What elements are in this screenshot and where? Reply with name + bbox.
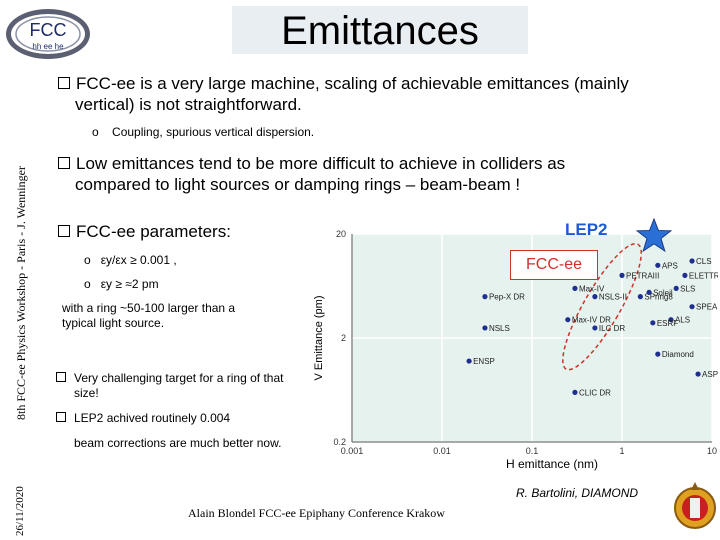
data-point-label: SPEAR3	[696, 303, 718, 312]
data-point-label: Max-IV DR	[572, 316, 611, 325]
data-point	[655, 262, 661, 268]
y-tick-label: 20	[336, 229, 346, 239]
beam-note: beam corrections are much better now.	[74, 436, 282, 450]
data-point	[565, 317, 571, 323]
bullet-2: Low emittances tend to be more difficult…	[58, 153, 565, 195]
bullet-3: FCC-ee parameters:	[58, 221, 231, 242]
bullet-1-line1: FCC-ee is a very large machine, scaling …	[76, 74, 629, 93]
data-point-label: CLS	[696, 257, 712, 266]
data-point-label: ALS	[675, 316, 690, 325]
data-point	[572, 389, 578, 395]
data-point	[695, 371, 701, 377]
data-point-label: Soleil	[653, 288, 673, 297]
data-point	[655, 351, 661, 357]
data-point	[572, 285, 578, 291]
x-tick-label: 0.001	[341, 446, 364, 456]
data-point-label: CLIC DR	[579, 388, 611, 397]
data-point	[466, 358, 472, 364]
data-point	[650, 320, 656, 326]
sub-bullet-coupling: o Coupling, spurious vertical dispersion…	[92, 125, 315, 139]
title-background	[232, 6, 528, 54]
data-point-label: APS	[662, 261, 678, 270]
x-axis-label: H emittance (nm)	[506, 457, 598, 471]
data-point	[673, 285, 679, 291]
data-point	[592, 325, 598, 331]
y-axis-label: V Emittance (pm)	[313, 296, 325, 381]
data-point-label: Diamond	[662, 350, 694, 359]
data-point	[482, 294, 488, 300]
footer-text: Alain Blondel FCC-ee Epiphany Conference…	[188, 506, 445, 520]
sub-bullet-ratio: o εy/εx ≥ 0.001 ,	[84, 253, 177, 267]
data-point-label: NSLS-II	[599, 293, 627, 302]
lep2-star-icon	[636, 218, 672, 252]
logo-text: FCC	[30, 20, 67, 40]
challenge-note: Very challenging target for a ring of th…	[56, 371, 283, 401]
checkbox-bullet-icon	[56, 372, 66, 382]
fccee-label: FCC-ee	[510, 250, 598, 280]
bullet-3-line1: FCC-ee parameters:	[76, 222, 231, 241]
data-point	[619, 272, 625, 278]
data-point-label: ILC DR	[599, 324, 625, 333]
fccee-ellipse	[562, 242, 643, 371]
data-point-label: SLS	[680, 284, 695, 293]
x-tick-label: 10	[707, 446, 717, 456]
y-tick-label: 0.2	[333, 437, 346, 447]
checkbox-bullet-icon	[58, 157, 70, 169]
bullet-2-line1: Low emittances tend to be more difficult…	[76, 154, 566, 173]
x-tick-label: 1	[619, 446, 624, 456]
data-point-label: ASP	[702, 370, 718, 379]
data-point	[682, 272, 688, 278]
university-crest-icon	[674, 482, 716, 529]
checkbox-bullet-icon	[58, 225, 70, 237]
bullet-1-line2: vertical) is not straightforward.	[75, 95, 302, 114]
chart-reference: R. Bartolini, DIAMOND	[516, 486, 639, 500]
emittance-chart: 0.001 0.01 0.1 1 10 20 2 0.2 H emittance (nm) V E…	[313, 229, 718, 471]
lep2-note: LEP2 achived routinely 0.004	[56, 411, 230, 426]
slide-title: Emittances	[281, 9, 479, 53]
data-point	[646, 289, 652, 295]
data-point-label: PETRAIII	[626, 271, 659, 280]
y-tick-label: 2	[341, 333, 346, 343]
data-point-label: NSLS	[489, 324, 510, 333]
data-point	[592, 294, 598, 300]
data-point	[689, 258, 695, 264]
data-point-label: ESRF	[657, 319, 678, 328]
fcc-logo: FCC hh ee he	[6, 9, 90, 59]
x-tick-label: 0.1	[526, 446, 539, 456]
checkbox-bullet-icon	[56, 412, 66, 422]
data-point	[689, 304, 695, 310]
date-sidebar-text: 26/11/2020	[14, 486, 26, 536]
data-point-label: SPring8	[644, 293, 673, 302]
x-tick-label: 0.01	[433, 446, 451, 456]
data-point-label: Max-IV	[579, 284, 605, 293]
data-point	[668, 317, 674, 323]
data-point-label: Pep-X DR	[489, 293, 525, 302]
data-point-label: ENSP	[473, 357, 495, 366]
data-point-label: ELETTRA	[689, 271, 718, 280]
ring-note: with a ring ~50-100 larger than a typica…	[62, 301, 236, 330]
data-point	[637, 294, 643, 300]
bullet-1: FCC-ee is a very large machine, scaling …	[58, 73, 629, 115]
bullet-2-line2: compared to light sources or damping rin…	[75, 175, 521, 194]
logo-subtext: hh ee he	[32, 42, 64, 51]
lep2-label: LEP2	[565, 220, 608, 239]
workshop-sidebar-text: 8th FCC-ee Physics Workshop - Paris - J.…	[14, 166, 28, 420]
data-point	[482, 325, 488, 331]
sub-bullet-ey: o εy ≥ ≈2 pm	[84, 277, 159, 291]
checkbox-bullet-icon	[58, 77, 70, 89]
